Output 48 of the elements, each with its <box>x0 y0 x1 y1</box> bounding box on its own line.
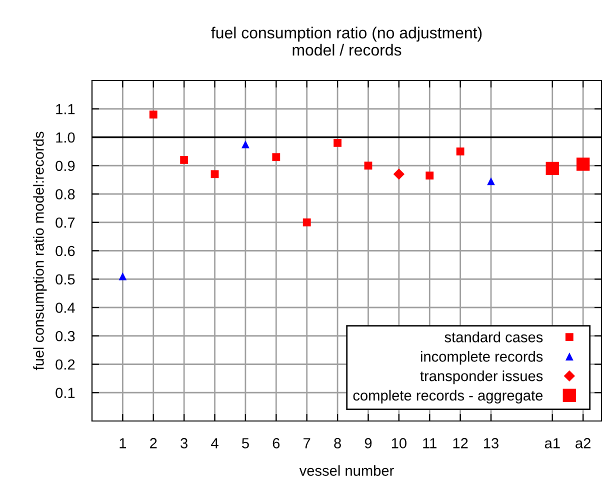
point <box>118 272 127 280</box>
point <box>487 177 495 186</box>
point <box>302 218 311 226</box>
x-tick-label: 10 <box>392 438 406 448</box>
x-tick-label: 1 <box>120 438 126 448</box>
y-tick-label: 0.9 <box>56 160 75 172</box>
x-axis-title: vessel number <box>299 465 394 476</box>
legend-label: transponder issues <box>420 370 543 384</box>
point <box>180 156 188 164</box>
y-axis-title: fuel consumption ratio model:records <box>33 132 47 370</box>
point <box>210 170 219 178</box>
point <box>393 168 405 180</box>
y-tick-label: 0.7 <box>56 217 75 228</box>
y-tick-label: 0.6 <box>56 246 75 256</box>
point <box>272 153 280 162</box>
point <box>364 162 372 170</box>
x-tick-label: a1 <box>544 438 560 448</box>
x-tick-label: a2 <box>576 438 590 448</box>
y-tick-label: 1.1 <box>56 104 75 114</box>
point <box>149 110 158 119</box>
x-tick-label: 9 <box>364 438 372 448</box>
x-tick-label: 5 <box>242 438 249 448</box>
y-tick-label: 0.2 <box>56 359 75 370</box>
chart-title: fuel consumption ratio (no adjustment) model / records <box>211 26 482 56</box>
y-tick-label: 0.4 <box>56 302 75 313</box>
y-tick-label: 0.5 <box>56 274 75 285</box>
legend-label: standard cases <box>444 332 543 342</box>
x-tick-label: 6 <box>272 438 280 448</box>
point <box>334 138 342 147</box>
x-tick-label: 8 <box>334 438 341 448</box>
point <box>242 140 250 148</box>
point <box>546 162 559 176</box>
y-tick-label: 1.0 <box>56 132 75 143</box>
y-tick-label: 0.1 <box>56 388 75 398</box>
point <box>426 172 434 180</box>
y-tick-label: 0.3 <box>56 330 75 342</box>
x-tick-label: 3 <box>180 438 188 448</box>
x-tick-label: 12 <box>453 438 468 448</box>
x-tick-label: 13 <box>484 438 498 448</box>
x-tick-label: 11 <box>423 438 436 448</box>
point <box>576 158 590 171</box>
y-tick-label: 0.8 <box>56 189 75 200</box>
legend-label: incomplete records <box>420 351 543 365</box>
legend-label: complete records - aggregate <box>353 390 543 404</box>
point <box>456 147 464 156</box>
x-tick-label: 2 <box>150 438 157 448</box>
x-tick-label: 4 <box>211 438 218 448</box>
x-tick-label: 7 <box>304 438 310 448</box>
